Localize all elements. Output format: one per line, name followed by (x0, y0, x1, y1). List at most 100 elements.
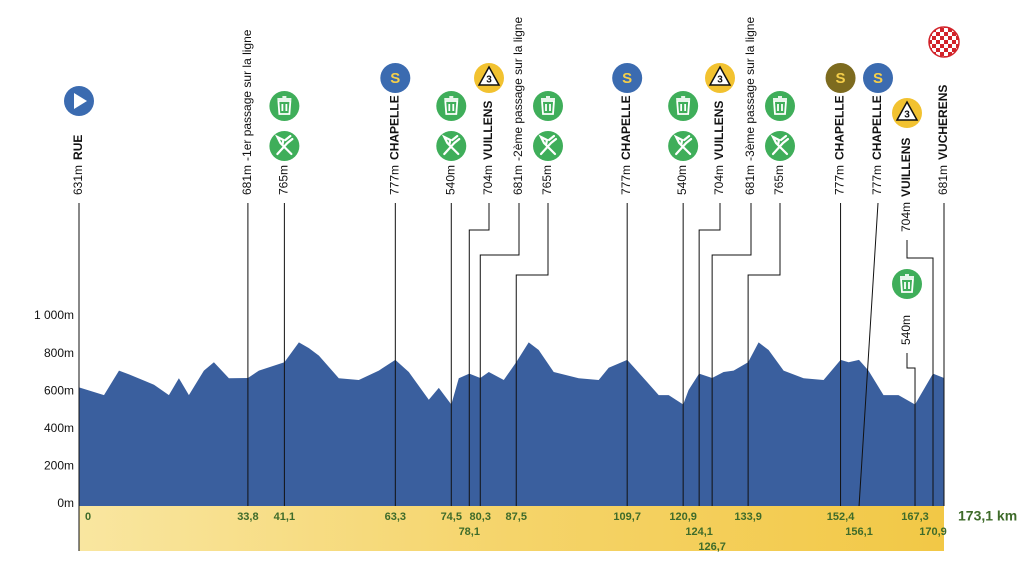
place-name: VUILLENS (481, 101, 495, 160)
altitude: 704m (712, 165, 726, 195)
altitude: 765m (772, 165, 786, 195)
altitude: 540m (675, 165, 689, 195)
km-label: 170,9 (919, 526, 947, 538)
trash-can (676, 96, 691, 115)
total-distance: 173,1 km (958, 508, 1017, 524)
y-tick-label: 600m (44, 383, 74, 397)
place-name: CHAPELLE (833, 95, 847, 160)
finish-flag (928, 26, 960, 58)
altitude: 704m (481, 165, 495, 195)
icon-disc (892, 269, 922, 299)
icon-sprint: S (612, 63, 643, 93)
kom-triangle (708, 65, 732, 86)
altitude: 777m (387, 165, 401, 195)
icon-sprint: S (863, 63, 893, 93)
distance-band (79, 506, 944, 551)
icon-kom: 3 (705, 63, 735, 93)
altitude: 777m (833, 165, 847, 195)
altitude: 704m (899, 202, 913, 232)
kom-triangle (477, 65, 501, 86)
km-label: 133,9 (734, 511, 762, 523)
waypoint-label: 777m CHAPELLE (870, 95, 884, 195)
waypoint-label: 777m CHAPELLE (387, 95, 401, 195)
icon-trash (269, 91, 300, 121)
waypoint-line (906, 240, 934, 506)
altitude: 765m (277, 165, 291, 195)
sprint-label: S (836, 70, 846, 87)
fork-knife (441, 134, 461, 156)
icon-food (765, 131, 795, 161)
waypoint-label: 777m CHAPELLE (619, 95, 633, 195)
icon-trash (436, 91, 467, 121)
icon-food (668, 131, 699, 161)
waypoint-line (468, 203, 490, 506)
km-label: 109,7 (613, 511, 641, 523)
altitude: 540m (443, 165, 457, 195)
waypoint-label: 540m (675, 165, 689, 195)
km-label: 41,1 (274, 511, 295, 523)
icon-sprint: S (825, 63, 856, 93)
icon-food (533, 131, 563, 161)
place-name: RUE (71, 135, 85, 160)
waypoint-line (906, 353, 916, 506)
fork-knife (673, 134, 693, 156)
icon-disc (668, 91, 699, 121)
kom-label: 3 (486, 75, 492, 86)
km-label: 126,7 (698, 541, 726, 553)
icon-trash (533, 91, 563, 121)
trash-can (444, 96, 459, 115)
icon-disc (612, 63, 643, 93)
passage-note: -3ème passage sur la ligne (743, 17, 757, 161)
kom-label: 3 (904, 110, 910, 121)
fork-knife (274, 134, 294, 156)
place-name: VUILLENS (899, 138, 913, 197)
km-label: 124,1 (685, 526, 713, 538)
km-label: 80,3 (470, 511, 491, 523)
waypoint-label: 631m RUE (71, 135, 85, 195)
km-label: 74,5 (441, 511, 462, 523)
waypoint-label: 704m VUILLENS (481, 101, 495, 195)
altitude: 681m (743, 165, 757, 195)
icon-sprint: S (380, 63, 411, 93)
waypoint-label: 540m (899, 315, 913, 345)
waypoint-label: 704m VUILLENS (899, 138, 913, 232)
waypoint-line (479, 203, 520, 506)
y-tick-label: 0m (57, 496, 74, 510)
altitude: 540m (899, 315, 913, 345)
y-tick-label: 800m (44, 346, 74, 360)
icon-food (269, 131, 300, 161)
km-label: 156,1 (845, 526, 873, 538)
waypoint-label: 765m (772, 165, 786, 195)
waypoint-label: 540m (443, 165, 457, 195)
place-name: CHAPELLE (387, 95, 401, 160)
icon-disc (825, 63, 856, 93)
icon-disc (436, 91, 467, 121)
icon-kom: 3 (474, 63, 504, 93)
icon-kom: 3 (892, 98, 922, 128)
km-label: 0 (85, 511, 91, 523)
waypoint-line (515, 203, 549, 506)
icon-trash (765, 91, 795, 121)
altitude: 681m (936, 165, 950, 195)
passage-note: -2ème passage sur la ligne (511, 17, 525, 161)
sprint-label: S (390, 70, 400, 87)
icon-trash (892, 269, 922, 299)
icon-disc (380, 63, 411, 93)
altitude: 681m (511, 165, 525, 195)
waypoint-line (698, 203, 721, 506)
km-label: 87,5 (506, 511, 527, 523)
waypoint-line (858, 202, 879, 507)
waypoint-label: 765m (540, 165, 554, 195)
icon-start (64, 86, 94, 116)
waypoint-label: 681m -2ème passage sur la ligne (511, 17, 525, 195)
waypoint-line (711, 203, 752, 506)
elevation-area (79, 342, 944, 506)
y-tick-label: 1 000m (34, 308, 74, 322)
trash-can (277, 96, 292, 115)
kom-triangle (895, 100, 919, 121)
km-label: 33,8 (237, 511, 258, 523)
waypoint-label: 765m (277, 165, 291, 195)
km-label: 167,3 (901, 511, 929, 523)
